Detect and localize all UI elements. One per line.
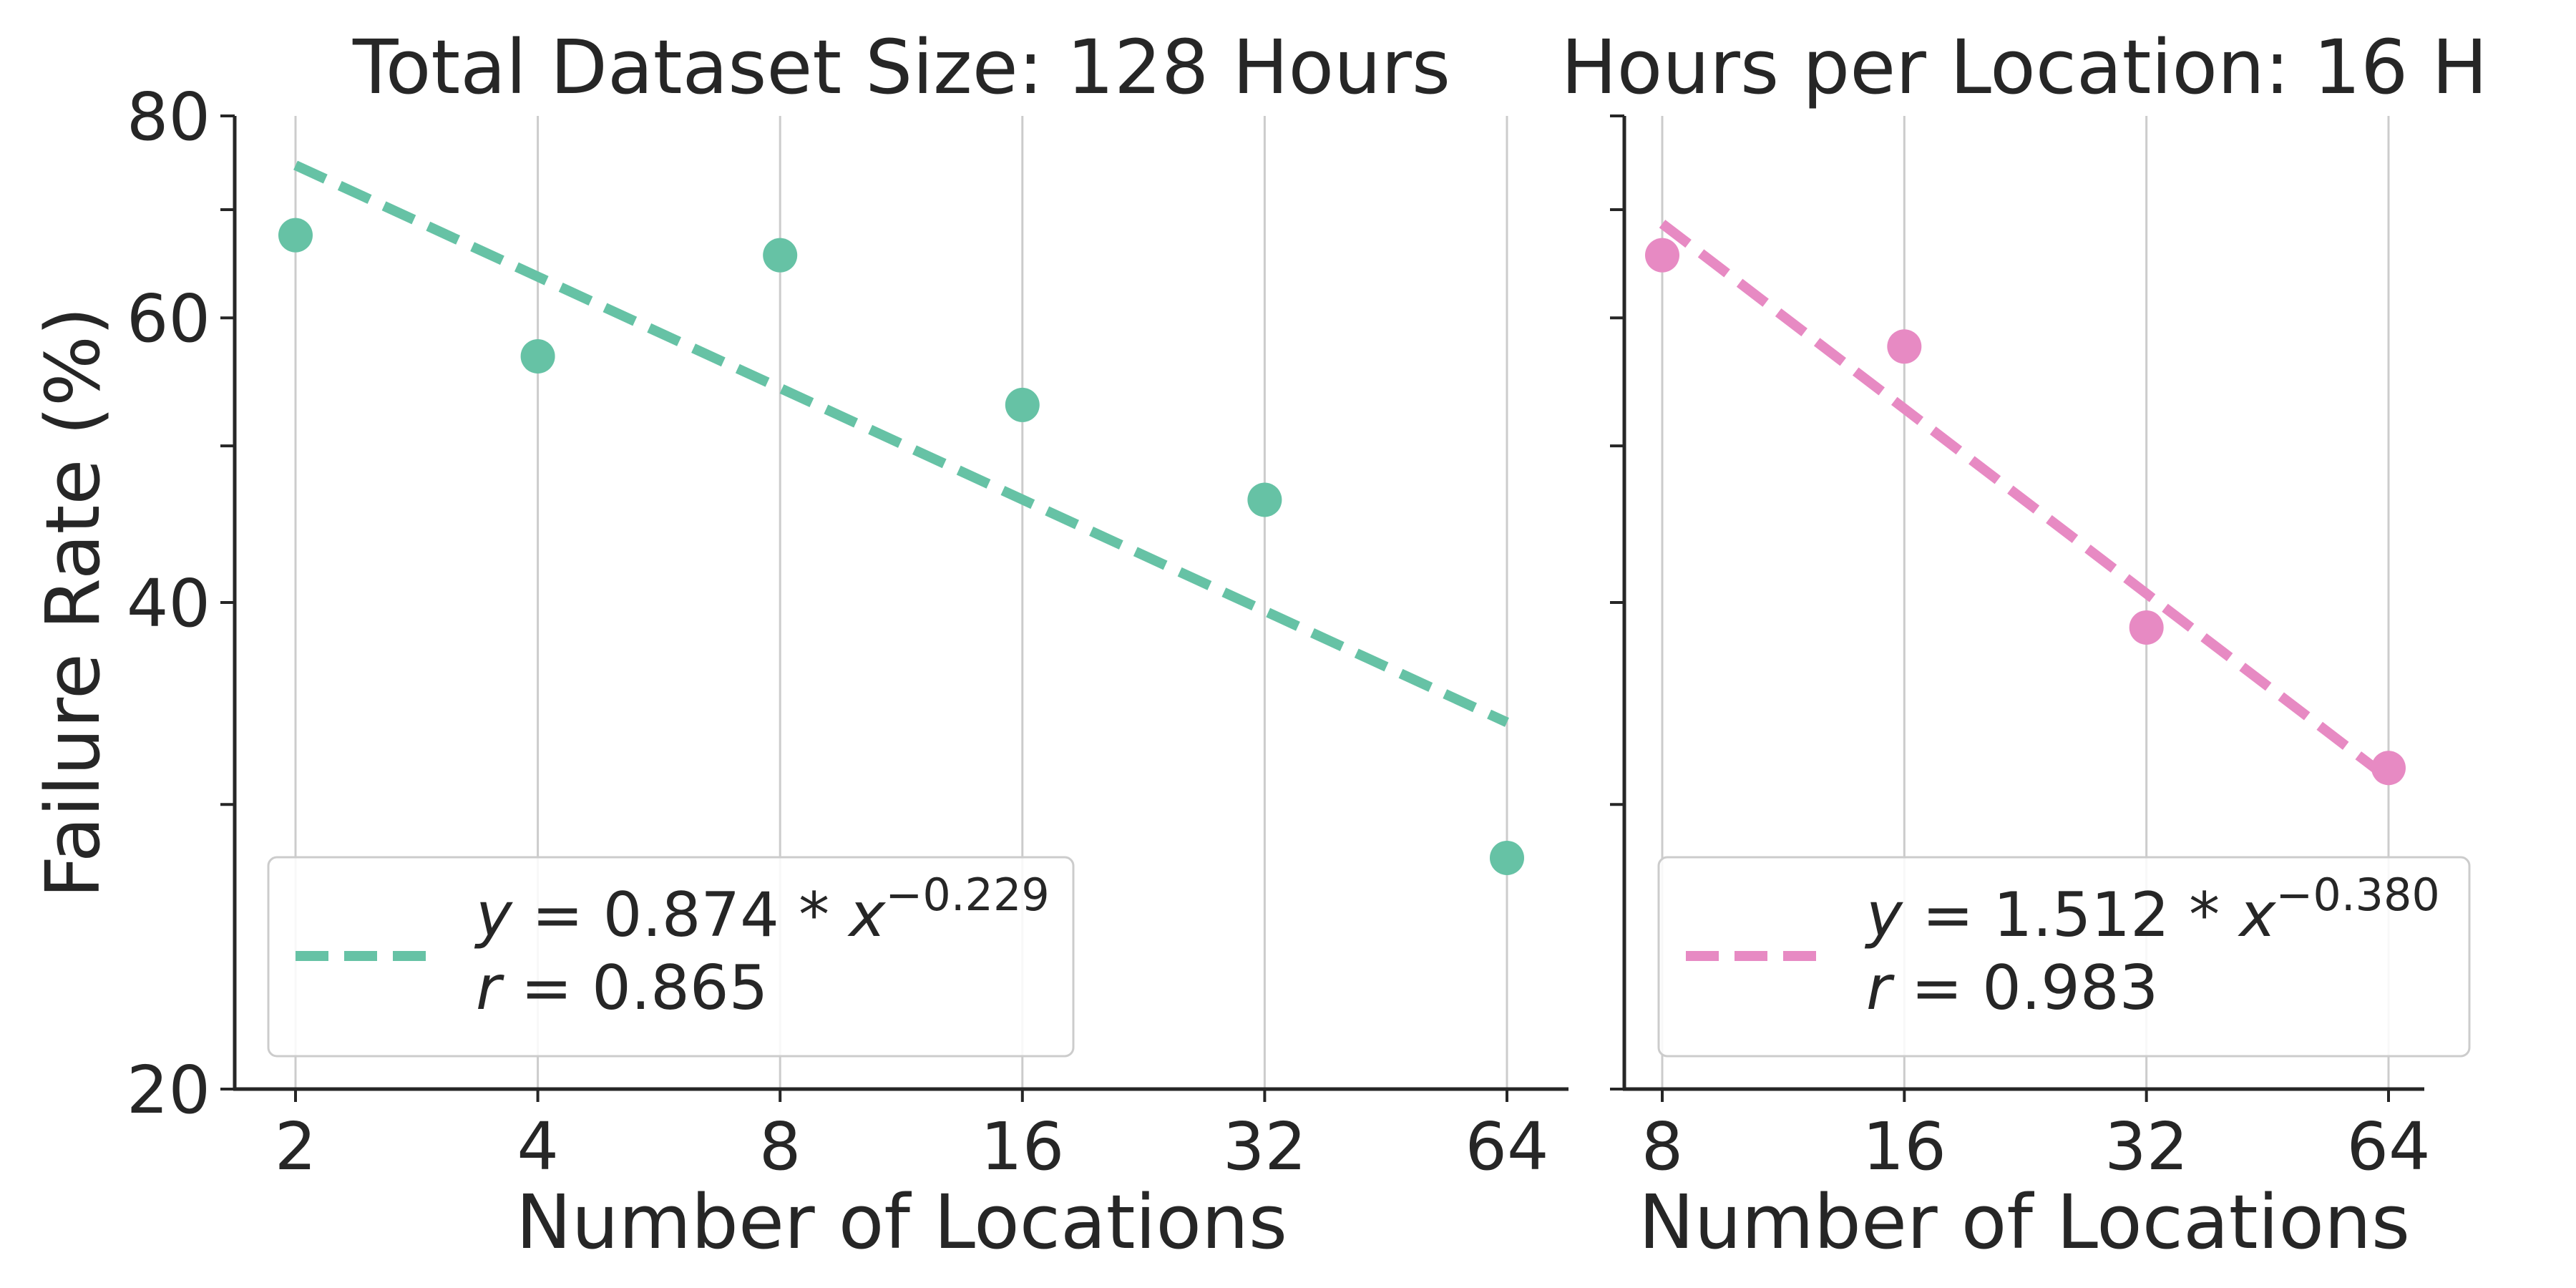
x-tick-label: 4 xyxy=(517,1108,559,1185)
data-point xyxy=(1645,238,1679,273)
right-panel: 8 16 32 64 Hours per Location: 16 H Number of… xyxy=(1561,24,2487,1266)
y-tick-label: 40 xyxy=(127,565,210,642)
left-panel: 2 4 8 16 32 64 20 40 60 80 Total Dataset Size: 128… xyxy=(127,24,1568,1266)
legend-equation: y = 1.512 * x−0.380 xyxy=(1864,869,2440,951)
x-tick-label: 32 xyxy=(2104,1108,2188,1185)
x-tick-label: 8 xyxy=(1641,1108,1684,1185)
y-axis-label: Failure Rate (%) xyxy=(29,307,117,899)
fit-line xyxy=(1659,220,2392,783)
x-axis-label: Number of Locations xyxy=(516,1179,1287,1266)
x-tick-label: 2 xyxy=(275,1108,317,1185)
data-point xyxy=(763,238,798,273)
fit-line xyxy=(293,160,1509,727)
x-tick-label: 8 xyxy=(759,1108,801,1185)
x-tick-label: 16 xyxy=(980,1108,1064,1185)
legend-box xyxy=(267,856,1075,1058)
legend-r-value: r = 0.983 xyxy=(1866,952,2158,1024)
legend-equation: y = 0.874 * x−0.229 xyxy=(474,869,1050,951)
x-tick-label: 64 xyxy=(2346,1108,2430,1185)
chart-title: Total Dataset Size: 128 Hours xyxy=(352,24,1450,111)
data-point xyxy=(1490,840,1524,875)
data-point xyxy=(278,218,313,253)
data-point xyxy=(2371,751,2406,786)
data-point xyxy=(1887,329,1922,364)
y-tick-label: 80 xyxy=(127,79,210,155)
x-tick-label: 32 xyxy=(1223,1108,1307,1185)
data-point xyxy=(1247,482,1282,517)
x-axis-label: Number of Locations xyxy=(1639,1179,2410,1266)
data-point xyxy=(2129,610,2164,645)
y-tick-label: 60 xyxy=(127,280,210,357)
y-tick-label: 20 xyxy=(127,1052,210,1128)
data-point xyxy=(520,338,555,374)
legend-box xyxy=(1657,856,2471,1058)
x-tick-label: 64 xyxy=(1465,1108,1548,1185)
legend-r-value: r = 0.865 xyxy=(476,952,768,1024)
x-tick-label: 16 xyxy=(1863,1108,1946,1185)
data-point xyxy=(1005,387,1040,422)
chart-title: Hours per Location: 16 H xyxy=(1561,24,2487,111)
